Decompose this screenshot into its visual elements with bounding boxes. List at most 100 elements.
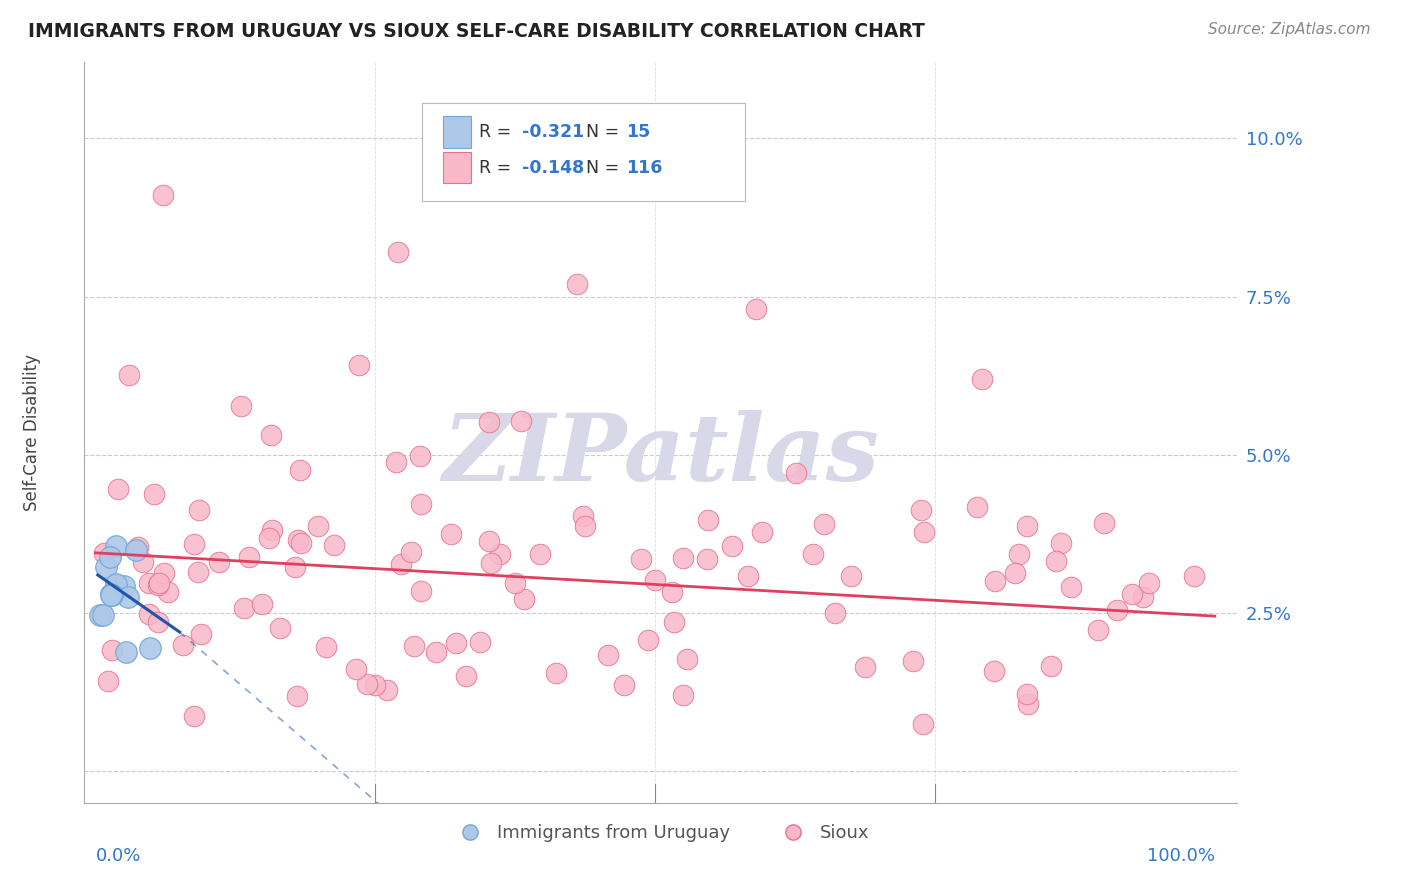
Point [115, 645, 138, 659]
Point [1132, 590, 1154, 604]
Point [477, 534, 499, 549]
Point [411, 497, 433, 511]
Point [972, 372, 994, 386]
Point [139, 640, 162, 655]
Point [1182, 569, 1205, 583]
Point [252, 597, 274, 611]
Point [813, 516, 835, 531]
Text: Source: ZipAtlas.com: Source: ZipAtlas.com [1208, 22, 1371, 37]
Point [117, 590, 139, 604]
Text: -0.148: -0.148 [522, 159, 583, 177]
Point [404, 639, 426, 653]
Point [233, 600, 256, 615]
Text: 116: 116 [626, 159, 662, 177]
Point [910, 503, 932, 517]
Point [984, 574, 1007, 588]
Point [1045, 554, 1067, 568]
Point [156, 584, 179, 599]
Text: R =: R = [479, 159, 517, 177]
Point [89, 608, 111, 623]
Point [544, 665, 567, 680]
Point [676, 652, 699, 666]
Point [1004, 566, 1026, 581]
Point [696, 552, 718, 566]
Point [262, 523, 284, 537]
Point [565, 277, 588, 291]
Point [801, 547, 824, 561]
Point [671, 551, 693, 566]
Point [1050, 535, 1073, 549]
Text: 15: 15 [626, 123, 650, 141]
Point [146, 615, 169, 630]
Point [662, 615, 685, 630]
Point [444, 636, 467, 650]
Point [512, 591, 534, 606]
Point [440, 527, 463, 541]
Point [112, 579, 135, 593]
Point [231, 399, 253, 413]
Point [284, 560, 307, 574]
Point [187, 503, 209, 517]
Point [672, 688, 695, 702]
Point [456, 668, 478, 682]
Point [125, 543, 148, 558]
Point [152, 566, 174, 580]
Point [260, 428, 283, 442]
Point [344, 662, 367, 676]
Text: IMMIGRANTS FROM URUGUAY VS SIOUX SELF-CARE DISABILITY CORRELATION CHART: IMMIGRANTS FROM URUGUAY VS SIOUX SELF-CA… [28, 22, 925, 41]
Point [824, 606, 846, 620]
Point [356, 676, 378, 690]
Point [661, 584, 683, 599]
Point [105, 578, 128, 592]
Point [399, 545, 422, 559]
Point [96, 560, 118, 574]
Text: ZIPatlas: ZIPatlas [443, 409, 879, 500]
Point [208, 555, 231, 569]
Point [596, 648, 619, 662]
Point [101, 588, 124, 602]
Point [290, 536, 312, 550]
Point [93, 546, 115, 560]
Point [529, 547, 551, 561]
Point [142, 487, 165, 501]
Point [285, 690, 308, 704]
Point [118, 368, 141, 382]
Point [737, 568, 759, 582]
Point [1137, 576, 1160, 591]
Text: 0.0%: 0.0% [96, 847, 141, 865]
Point [315, 640, 337, 655]
Point [644, 573, 666, 587]
Point [349, 358, 371, 372]
Point [571, 509, 593, 524]
Point [637, 633, 659, 648]
Point [411, 583, 433, 598]
Point [574, 519, 596, 533]
Point [425, 645, 447, 659]
Point [1008, 547, 1031, 561]
Point [1015, 687, 1038, 701]
Point [100, 550, 122, 565]
Point [1060, 581, 1083, 595]
Point [287, 533, 309, 547]
Point [1087, 623, 1109, 637]
Point [127, 540, 149, 554]
Text: N =: N = [586, 159, 626, 177]
Point [389, 558, 412, 572]
Point [100, 588, 122, 602]
Point [105, 579, 128, 593]
Point [91, 608, 114, 623]
Point [1121, 587, 1143, 601]
Point [364, 678, 387, 692]
Point [966, 500, 988, 515]
Point [132, 555, 155, 569]
Point [912, 524, 935, 539]
Point [785, 466, 807, 480]
Point [983, 664, 1005, 678]
Point [697, 513, 720, 527]
Point [307, 519, 329, 533]
Point [322, 538, 344, 552]
Point [1105, 602, 1128, 616]
Point [387, 245, 409, 260]
Point [1017, 697, 1039, 711]
Point [100, 587, 122, 601]
